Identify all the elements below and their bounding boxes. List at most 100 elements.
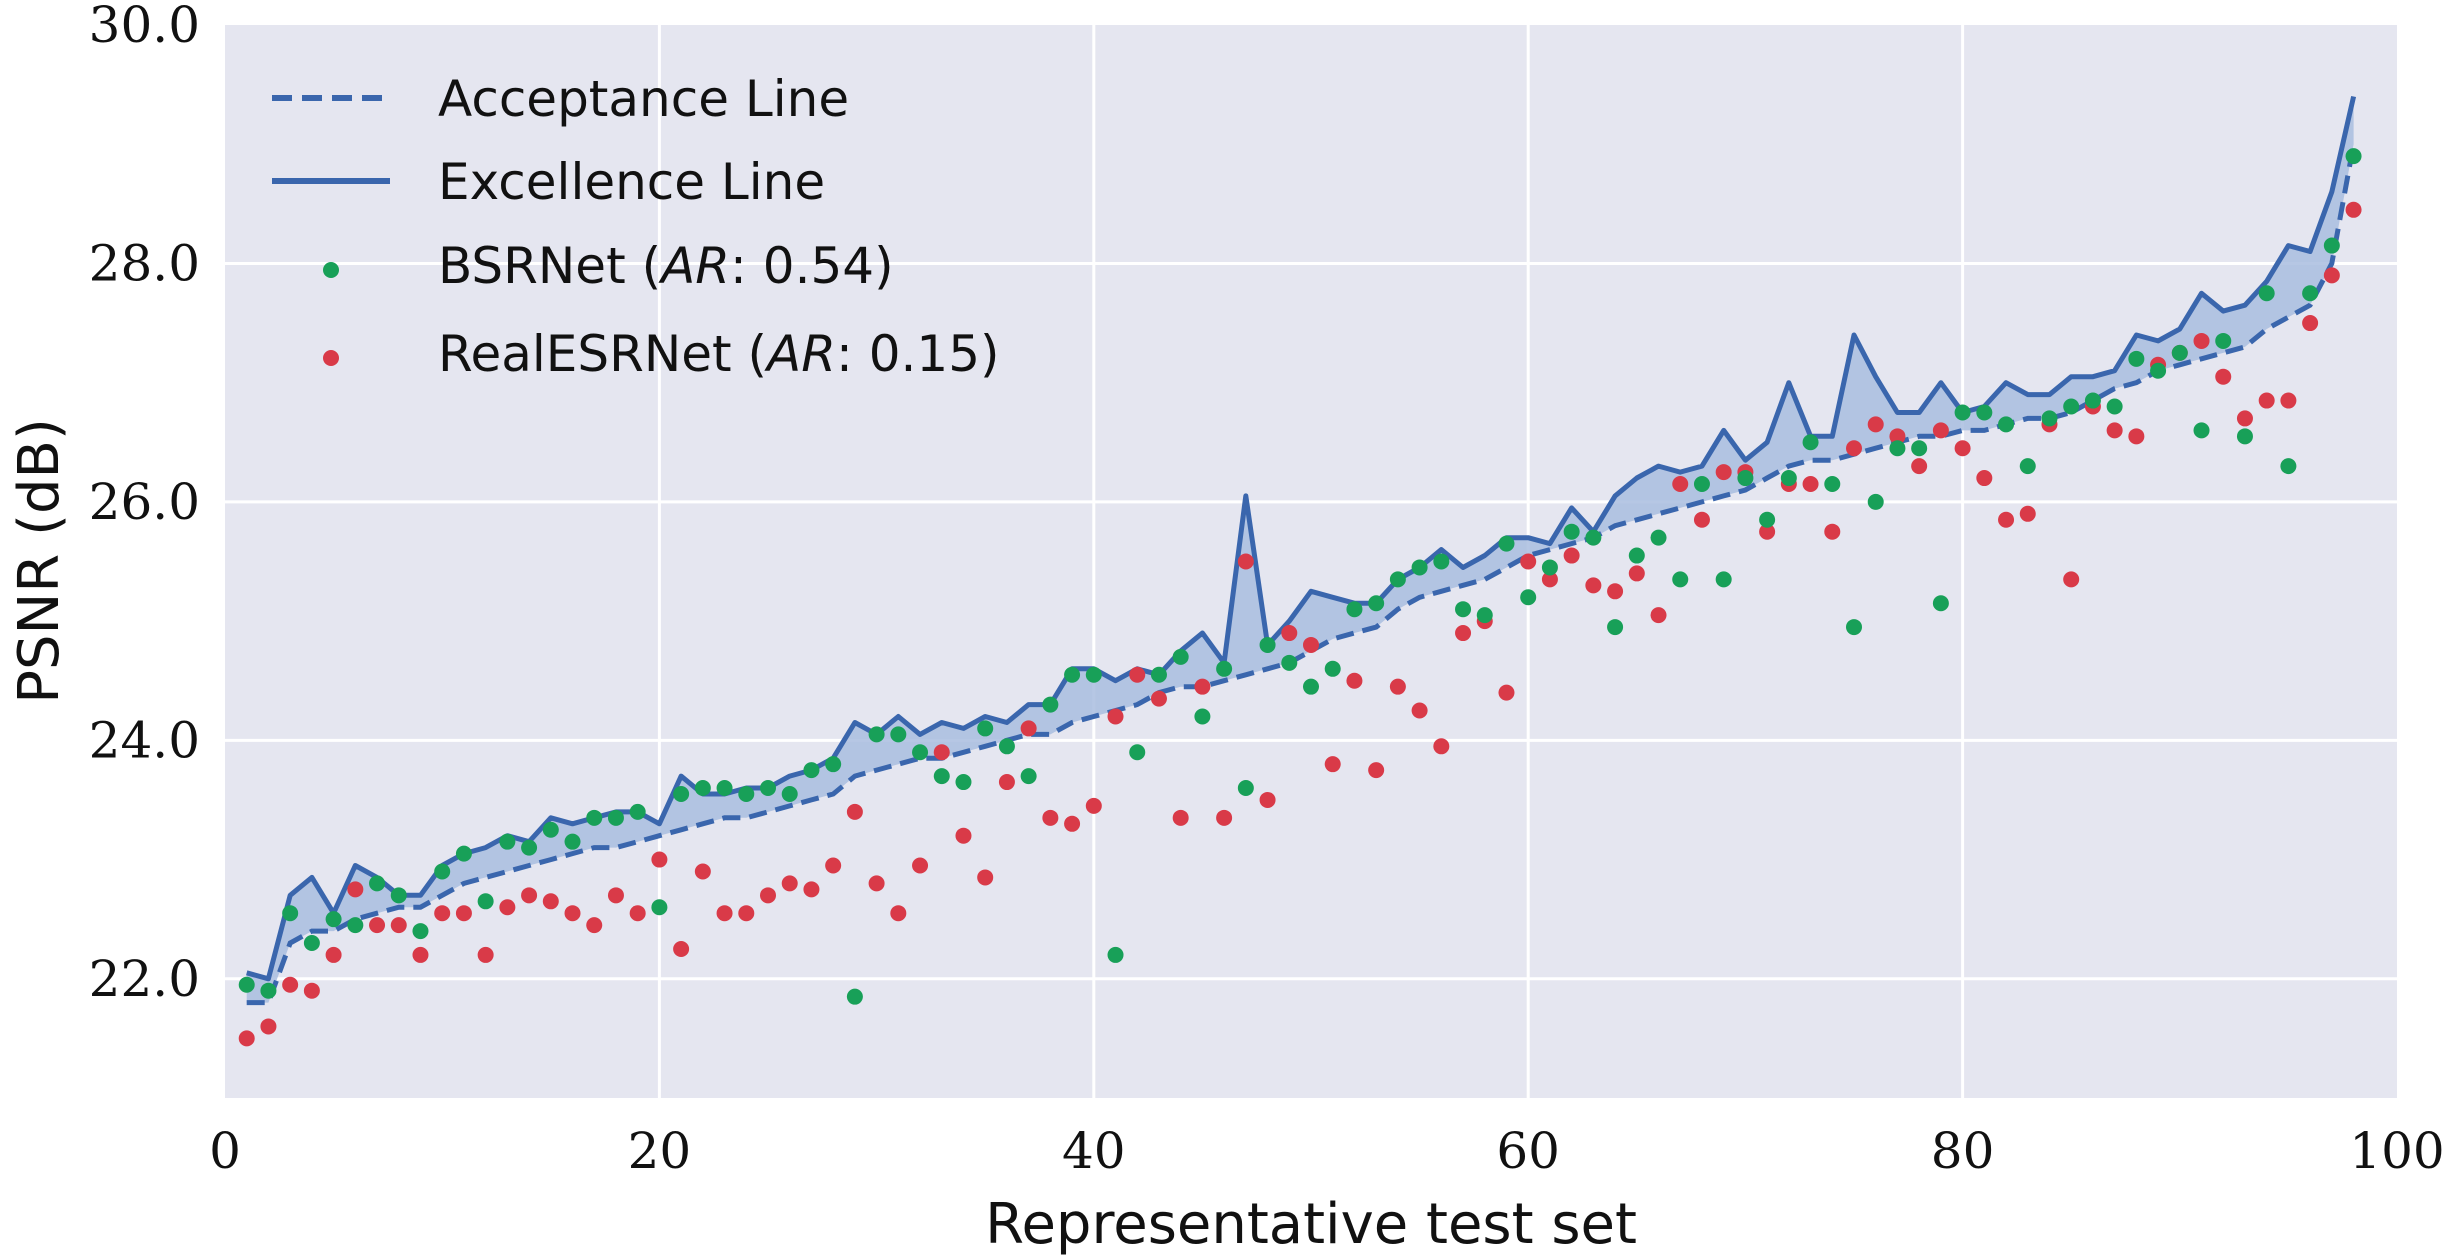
y-tick-label: 30.0 [89, 0, 200, 54]
bsrnet-point [1911, 440, 1928, 457]
bsrnet-point [521, 839, 538, 856]
realesrnet-point [1498, 684, 1515, 701]
bsrnet-point [2084, 392, 2101, 409]
realesrnet-point [1020, 720, 1037, 737]
realesrnet-point [1216, 809, 1233, 826]
x-tick-label: 60 [1496, 1122, 1560, 1180]
legend-bsrnet-part-a: BSRNet ( [438, 237, 661, 295]
realesrnet-point [1998, 511, 2015, 528]
y-tick-label: 28.0 [89, 234, 200, 292]
bsrnet-point [1237, 780, 1254, 797]
bsrnet-point [412, 923, 429, 940]
bsrnet-point [238, 976, 255, 993]
bsrnet-point [1476, 607, 1493, 624]
bsrnet-point [1759, 511, 1776, 528]
realesrnet-point [912, 857, 929, 874]
bsrnet-point [1020, 768, 1037, 785]
bsrnet-point [1737, 470, 1754, 487]
tick-labels: 0 20 40 60 80 100 22.0 24.0 26.0 28.0 30.0 [89, 0, 2445, 1180]
bsrnet-point [455, 845, 472, 862]
bsrnet-point [2106, 398, 2123, 415]
realesrnet-point [716, 905, 733, 922]
bsrnet-point [2150, 362, 2167, 379]
realesrnet-point [542, 893, 559, 910]
legend-bsrnet-part-c: : 0.54) [730, 237, 894, 295]
bsrnet-point [1064, 666, 1081, 683]
bsrnet-point [1303, 678, 1319, 695]
bsrnet-point [347, 917, 364, 934]
realesrnet-point [2106, 422, 2123, 439]
bsrnet-point [651, 899, 668, 916]
realesrnet-point [977, 869, 994, 886]
realesrnet-point [1954, 440, 1971, 457]
realesrnet-point [629, 905, 646, 922]
realesrnet-point [477, 946, 494, 963]
x-axis-label: Representative test set [985, 1192, 1637, 1257]
y-tick-label: 26.0 [89, 473, 200, 531]
realesrnet-point [1107, 708, 1124, 725]
bsrnet-point [1650, 529, 1667, 546]
legend-realesrnet-marker [323, 350, 339, 366]
bsrnet-point [1216, 660, 1233, 677]
realesrnet-point [781, 875, 798, 892]
bsrnet-point [2041, 410, 2058, 427]
bsrnet-point [1455, 601, 1472, 618]
bsrnet-point [2128, 350, 2145, 367]
realesrnet-point [955, 827, 972, 844]
realesrnet-point [564, 905, 581, 922]
y-tick-label: 24.0 [89, 711, 200, 769]
realesrnet-point [1563, 547, 1580, 564]
realesrnet-point [998, 774, 1015, 791]
realesrnet-point [1042, 809, 1059, 826]
realesrnet-point [2019, 505, 2036, 522]
bsrnet-point [2236, 428, 2253, 445]
realesrnet-point [1281, 625, 1298, 642]
bsrnet-point [1346, 601, 1363, 618]
realesrnet-point [1693, 511, 1710, 528]
realesrnet-point [303, 982, 320, 999]
bsrnet-point [1715, 571, 1732, 588]
realesrnet-point [1433, 738, 1450, 755]
realesrnet-point [1172, 809, 1189, 826]
y-tick-label: 22.0 [89, 950, 200, 1008]
legend-bsrnet-marker [323, 262, 339, 278]
bsrnet-point [1607, 619, 1624, 636]
bsrnet-point [477, 893, 494, 910]
y-axis-label: PSNR (dB) [7, 418, 72, 704]
realesrnet-point [738, 905, 755, 922]
bsrnet-point [1846, 619, 1862, 636]
realesrnet-point [694, 863, 711, 880]
bsrnet-point [1172, 648, 1189, 665]
realesrnet-point [1368, 762, 1385, 779]
realesrnet-point [1976, 470, 1993, 487]
realesrnet-point [2345, 201, 2362, 218]
realesrnet-point [2193, 332, 2210, 349]
bsrnet-point [1433, 553, 1450, 570]
bsrnet-point [586, 809, 603, 826]
bsrnet-point [499, 833, 516, 850]
bsrnet-point [1389, 571, 1406, 588]
realesrnet-point [1150, 690, 1167, 707]
bsrnet-point [369, 875, 386, 892]
bsrnet-point [282, 905, 299, 922]
bsrnet-point [1824, 476, 1841, 493]
realesrnet-point [1911, 458, 1928, 475]
realesrnet-point [868, 875, 885, 892]
realesrnet-point [1324, 756, 1341, 773]
realesrnet-point [1650, 607, 1667, 624]
realesrnet-point [1541, 571, 1558, 588]
bsrnet-point [629, 803, 646, 820]
bsrnet-point [1194, 708, 1211, 725]
bsrnet-point [1107, 946, 1124, 963]
legend-realesrnet-part-c: : 0.15) [836, 325, 1000, 383]
bsrnet-point [1585, 529, 1602, 546]
series-points [238, 148, 2362, 1047]
realesrnet-point [1129, 666, 1146, 683]
x-tick-label: 100 [2349, 1122, 2444, 1180]
bsrnet-point [1541, 559, 1558, 576]
bsrnet-point [1802, 434, 1819, 451]
realesrnet-point [347, 881, 364, 898]
realesrnet-point [1715, 464, 1732, 481]
legend-realesrnet-part-a: RealESRNet ( [438, 325, 767, 383]
bsrnet-point [781, 785, 798, 802]
